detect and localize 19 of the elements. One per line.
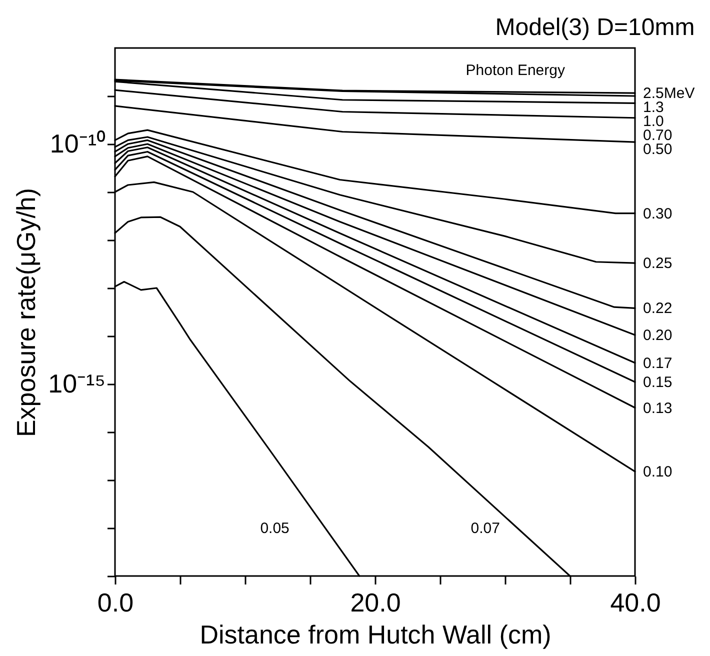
y-tick-label: 10⁻¹⁵: [48, 368, 106, 398]
series-label: 0.22: [643, 300, 672, 318]
y-axis-title: Exposure rate(μGy/h): [11, 188, 42, 438]
series-label: 0.15: [643, 374, 672, 392]
annotation: Photon Energy: [466, 62, 566, 79]
series-label: 0.25: [643, 255, 672, 272]
series-label: 0.07: [470, 520, 500, 537]
x-tick-label: 20.0: [350, 588, 401, 618]
series-label: 0.13: [643, 400, 672, 417]
chart-title: Model(3) D=10mm: [495, 14, 695, 41]
series-label: 0.10: [643, 464, 672, 481]
x-tick-label: 40.0: [610, 588, 661, 618]
series-label: 0.05: [260, 520, 290, 537]
series-label: 0.17: [643, 354, 672, 372]
y-tick-label: 10⁻¹⁰: [50, 128, 106, 158]
series-label: 0.20: [643, 326, 672, 344]
x-tick-label: 0.0: [97, 588, 134, 618]
series-label: 0.30: [643, 205, 672, 222]
x-axis-title: Distance from Hutch Wall (cm): [200, 620, 552, 650]
